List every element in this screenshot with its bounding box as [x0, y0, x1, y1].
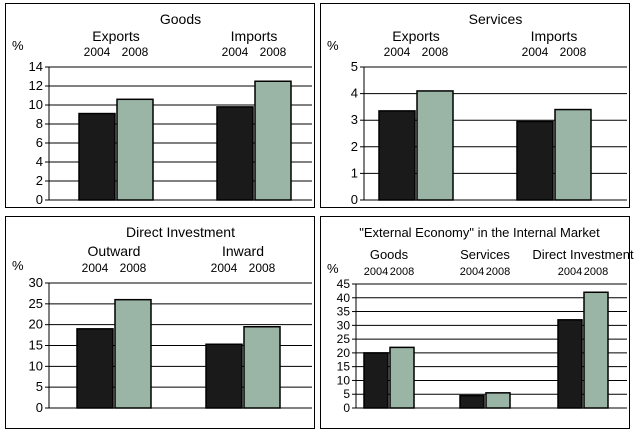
y-tick-label: 0 — [36, 192, 43, 207]
y-tick-label: 25 — [337, 332, 351, 346]
bar-2008-services — [485, 392, 511, 409]
goods-panel: Goods% 0 2 4 6 8 10 12 14 Exports 2004 2008 Imports 2… — [5, 3, 315, 208]
series-year-label: 2008 — [486, 266, 510, 278]
group-label: Imports — [531, 28, 578, 44]
group-label: Exports — [92, 28, 139, 44]
y-tick-label: 2 — [351, 139, 358, 154]
series-year-label: 2004 — [84, 45, 111, 59]
y-tick-label: 30 — [337, 318, 351, 332]
series-year-label: 2008 — [260, 45, 287, 59]
series-year-label: 2004 — [384, 45, 411, 59]
bar-2008-outward — [114, 298, 152, 409]
bar-2008-exports — [416, 90, 454, 201]
y-tick-label: 10 — [337, 373, 351, 387]
group-label: Outward — [88, 243, 141, 259]
bar-2008-imports — [254, 80, 292, 201]
direct-investment-chart: Direct Investment% 0 5 10 15 20 25 30 Outward 200… — [12, 224, 312, 415]
y-tick-label: 35 — [337, 305, 351, 319]
y-tick-label: 5 — [343, 387, 350, 401]
bar-2004-inward — [205, 343, 243, 409]
bar-2004-imports — [516, 120, 554, 201]
series-year-label: 2008 — [422, 45, 449, 59]
series-year-label: 2004 — [558, 266, 582, 278]
bar-2004-exports — [378, 110, 416, 201]
bar-2008-goods — [389, 346, 415, 409]
y-tick-label: 15 — [29, 338, 43, 353]
y-axis-label: % — [327, 38, 339, 53]
series-year-label: 2004 — [222, 45, 249, 59]
series-year-label: 2008 — [560, 45, 587, 59]
series-year-label: 2008 — [122, 45, 149, 59]
series-year-label: 2008 — [249, 261, 276, 275]
y-tick-label: 6 — [36, 135, 43, 150]
y-tick-label: 10 — [29, 97, 43, 112]
series-year-label: 2004 — [522, 45, 549, 59]
y-tick-label: 0 — [351, 192, 358, 207]
y-axis-label: % — [12, 38, 24, 53]
y-axis-label: % — [12, 258, 24, 273]
y-tick-label: 45 — [337, 277, 351, 291]
y-axis-label: % — [327, 261, 339, 276]
group-label: Imports — [231, 28, 278, 44]
y-tick-label: 0 — [343, 401, 350, 415]
series-year-label: 2008 — [120, 261, 147, 275]
y-tick-label: 30 — [29, 275, 43, 290]
y-tick-label: 8 — [36, 116, 43, 131]
y-tick-label: 10 — [29, 358, 43, 373]
bar-2008-inward — [243, 326, 281, 409]
series-year-label: 2004 — [460, 266, 484, 278]
bar-2008-direct-investment — [583, 291, 609, 409]
direct-investment-panel: Direct Investment% 0 5 10 15 20 25 30 Outward 200… — [5, 216, 315, 429]
group-label: Inward — [222, 243, 264, 259]
y-tick-label: 12 — [29, 78, 43, 93]
chart-title: Direct Investment — [126, 224, 235, 240]
y-tick-label: 1 — [351, 165, 358, 180]
services-panel: Services% 0 1 2 3 4 5 Exports 2004 2008 Imports 200… — [320, 3, 630, 208]
chart-title: Services — [469, 11, 523, 27]
y-tick-label: 14 — [29, 59, 43, 74]
series-year-label: 2008 — [390, 266, 414, 278]
group-label: Exports — [392, 28, 439, 44]
group-label: Direct Investment — [532, 247, 634, 262]
y-tick-label: 15 — [337, 360, 351, 374]
external-economy-chart: "External Economy" in the Internal Marke… — [327, 225, 634, 415]
y-tick-label: 4 — [36, 154, 43, 169]
bar-2004-outward — [76, 328, 114, 409]
bar-2004-imports — [216, 106, 254, 201]
y-tick-label: 40 — [337, 291, 351, 305]
y-tick-label: 25 — [29, 296, 43, 311]
bar-2008-exports — [116, 98, 154, 201]
series-year-label: 2004 — [82, 261, 109, 275]
chart-title: Goods — [160, 11, 201, 27]
y-tick-label: 5 — [36, 379, 43, 394]
series-year-label: 2008 — [584, 266, 608, 278]
y-tick-label: 20 — [29, 317, 43, 332]
bar-2004-direct-investment — [557, 319, 583, 409]
y-tick-label: 3 — [351, 112, 358, 127]
y-tick-label: 20 — [337, 346, 351, 360]
series-year-label: 2004 — [364, 266, 388, 278]
bar-2004-goods — [363, 352, 389, 409]
y-tick-label: 4 — [351, 86, 358, 101]
y-tick-label: 0 — [36, 400, 43, 415]
bar-2008-imports — [554, 108, 592, 201]
group-label: Services — [460, 247, 510, 262]
external-economy-panel: "External Economy" in the Internal Marke… — [320, 216, 634, 429]
y-tick-label: 5 — [351, 59, 358, 74]
bar-2004-services — [459, 394, 485, 409]
group-label: Goods — [370, 247, 409, 262]
bar-2004-exports — [78, 112, 116, 201]
y-tick-label: 2 — [36, 173, 43, 188]
chart-title: "External Economy" in the Internal Marke… — [359, 225, 600, 240]
series-year-label: 2004 — [211, 261, 238, 275]
